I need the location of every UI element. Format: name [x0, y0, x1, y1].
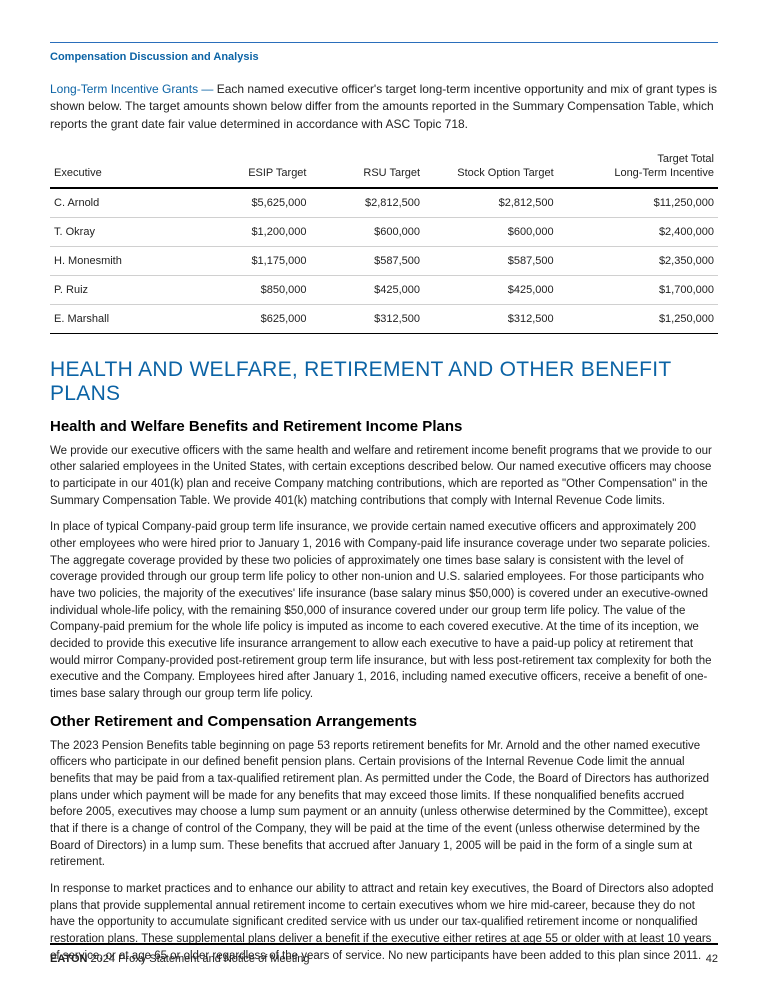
table-cell: $1,175,000 — [197, 246, 311, 275]
col-esip: ESIP Target — [197, 147, 311, 188]
table-cell: $587,500 — [311, 246, 425, 275]
major-heading: HEALTH AND WELFARE, RETIREMENT AND OTHER… — [50, 358, 718, 406]
body-paragraph: The 2023 Pension Benefits table beginnin… — [50, 738, 718, 871]
table-cell: $312,500 — [311, 304, 425, 333]
col-total: Target Total Long-Term Incentive — [558, 147, 718, 188]
table-cell: $1,200,000 — [197, 217, 311, 246]
body-paragraph: We provide our executive officers with t… — [50, 443, 718, 510]
table-cell: $2,812,500 — [424, 188, 558, 218]
col-rsu: RSU Target — [311, 147, 425, 188]
table-cell: $2,350,000 — [558, 246, 718, 275]
table-cell: $625,000 — [197, 304, 311, 333]
table-cell: $5,625,000 — [197, 188, 311, 218]
table-row: T. Okray$1,200,000$600,000$600,000$2,400… — [50, 217, 718, 246]
table-cell: P. Ruiz — [50, 275, 197, 304]
table-cell: T. Okray — [50, 217, 197, 246]
sub-heading-health: Health and Welfare Benefits and Retireme… — [50, 418, 718, 435]
table-cell: $587,500 — [424, 246, 558, 275]
table-cell: $11,250,000 — [558, 188, 718, 218]
table-row: E. Marshall$625,000$312,500$312,500$1,25… — [50, 304, 718, 333]
table-cell: E. Marshall — [50, 304, 197, 333]
col-executive: Executive — [50, 147, 197, 188]
table-cell: $600,000 — [311, 217, 425, 246]
col-stock-option: Stock Option Target — [424, 147, 558, 188]
incentive-grants-table: Executive ESIP Target RSU Target Stock O… — [50, 147, 718, 334]
table-row: H. Monesmith$1,175,000$587,500$587,500$2… — [50, 246, 718, 275]
body-paragraph: In place of typical Company-paid group t… — [50, 519, 718, 702]
table-cell: $850,000 — [197, 275, 311, 304]
lead-run-in: Long-Term Incentive Grants — — [50, 82, 217, 96]
table-cell: $1,250,000 — [558, 304, 718, 333]
table-cell: $312,500 — [424, 304, 558, 333]
sub-heading-other: Other Retirement and Compensation Arrang… — [50, 713, 718, 730]
page-footer: EATON 2024 Proxy Statement and Notice of… — [50, 943, 718, 965]
footer-doc-title: 2024 Proxy Statement and Notice of Meeti… — [88, 953, 310, 965]
table-cell: H. Monesmith — [50, 246, 197, 275]
footer-brand: EATON — [50, 953, 88, 965]
table-cell: $2,812,500 — [311, 188, 425, 218]
table-cell: $425,000 — [311, 275, 425, 304]
table-cell: C. Arnold — [50, 188, 197, 218]
footer-left: EATON 2024 Proxy Statement and Notice of… — [50, 953, 309, 965]
section-header: Compensation Discussion and Analysis — [50, 51, 718, 63]
table-cell: $1,700,000 — [558, 275, 718, 304]
lead-paragraph: Long-Term Incentive Grants — Each named … — [50, 81, 718, 133]
table-cell: $2,400,000 — [558, 217, 718, 246]
table-row: P. Ruiz$850,000$425,000$425,000$1,700,00… — [50, 275, 718, 304]
footer-page-number: 42 — [706, 953, 718, 965]
table-row: C. Arnold$5,625,000$2,812,500$2,812,500$… — [50, 188, 718, 218]
table-cell: $600,000 — [424, 217, 558, 246]
table-cell: $425,000 — [424, 275, 558, 304]
